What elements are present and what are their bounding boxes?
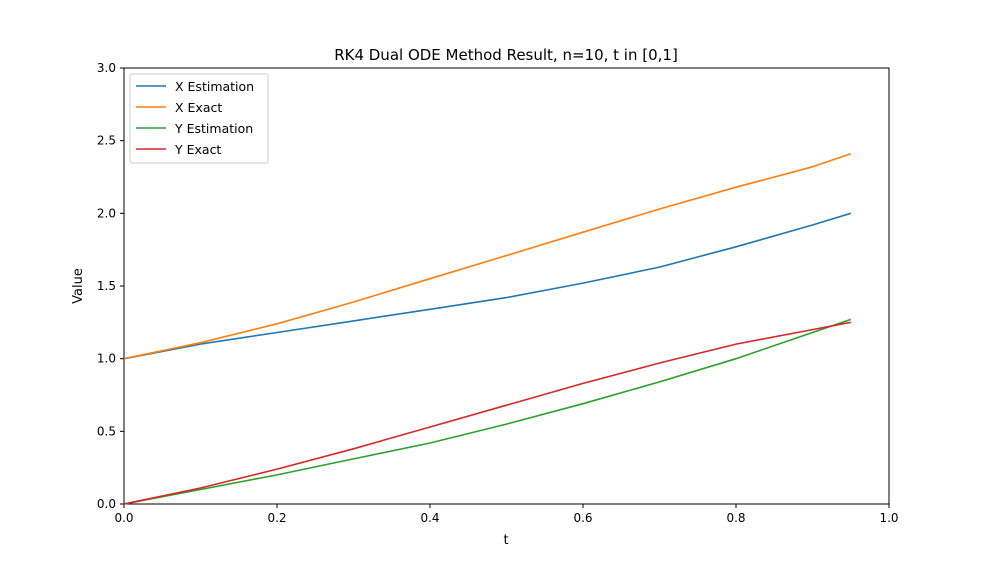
y-tick-label: 1.5 <box>97 279 116 293</box>
series-line-x-estimation <box>123 212 852 360</box>
legend-label-x-exact: X Exact <box>175 100 222 115</box>
series-line-x-exact <box>123 152 852 360</box>
chart-title: RK4 Dual ODE Method Result, n=10, t in [… <box>334 46 678 64</box>
x-axis-label: t <box>503 533 508 548</box>
x-tick-label: 0.0 <box>114 511 133 525</box>
x-tick-label: 0.4 <box>420 511 439 525</box>
legend-label-y-estimation: Y Estimation <box>174 121 253 136</box>
series-lines <box>123 152 852 505</box>
legend: X Estimation X Exact Y Estimation Y Exact <box>129 73 269 164</box>
y-tick-label: 3.0 <box>97 61 116 75</box>
y-tick-label: 0.5 <box>97 424 116 438</box>
x-tick-label: 0.2 <box>267 511 286 525</box>
legend-label-x-estimation: X Estimation <box>175 79 254 94</box>
y-tick-label: 0.0 <box>97 497 116 511</box>
series-line-y-estimation <box>123 318 852 505</box>
y-tick-label: 2.5 <box>97 134 116 148</box>
y-tick-label: 2.0 <box>97 206 116 220</box>
x-tick-label: 0.6 <box>573 511 592 525</box>
y-axis-label: Value <box>71 268 86 304</box>
legend-frame <box>129 73 269 164</box>
x-tick-label: 1.0 <box>879 511 898 525</box>
x-tick-label: 0.8 <box>726 511 745 525</box>
legend-label-y-exact: Y Exact <box>174 142 221 157</box>
y-tick-label: 1.0 <box>97 352 116 366</box>
series-line-y-exact <box>123 321 851 505</box>
y-axis: 0.0 0.5 1.0 1.5 2.0 2.5 3.0 <box>97 61 124 511</box>
x-axis: 0.0 0.2 0.4 0.6 0.8 1.0 <box>114 504 899 525</box>
